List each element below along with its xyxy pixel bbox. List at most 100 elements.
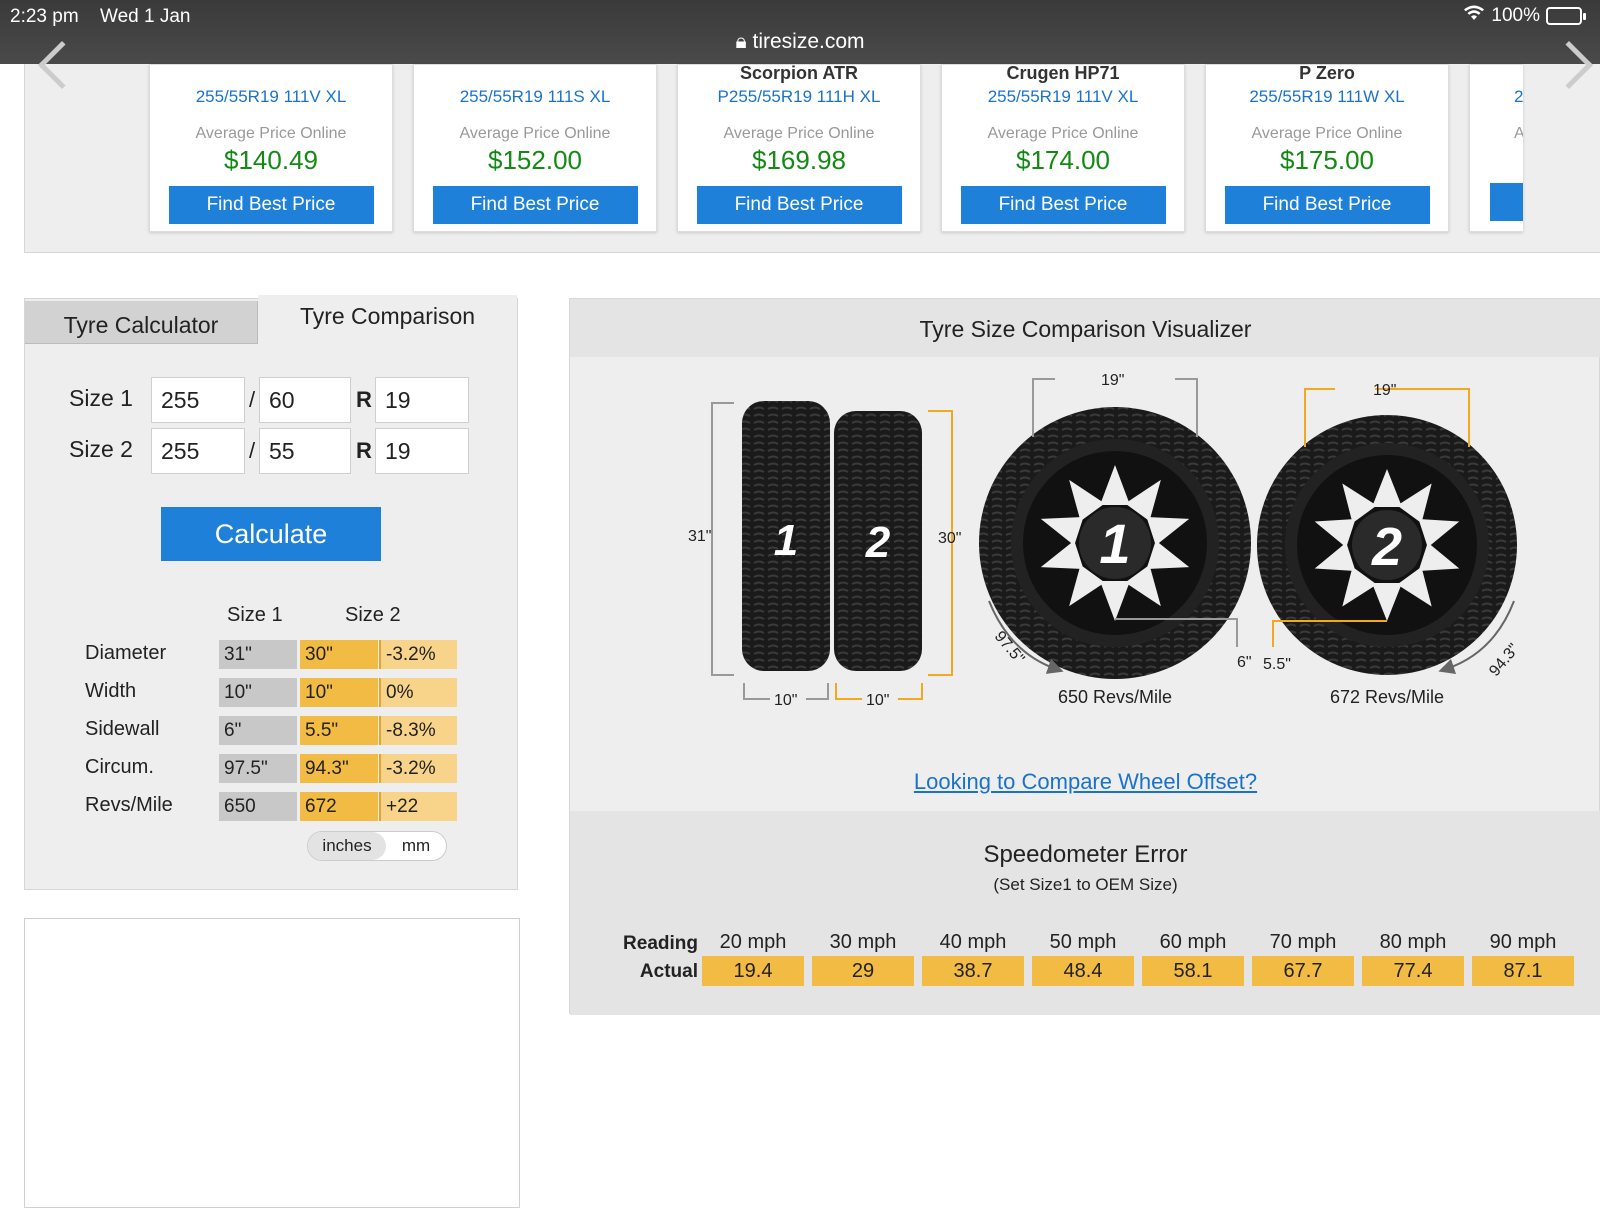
actual-value: 38.7 [922, 956, 1024, 986]
side-label-1: 1 [774, 516, 798, 565]
slash-separator: / [249, 438, 256, 463]
actual-label: Actual [639, 961, 698, 982]
avg-price-label: Average Price Online [459, 125, 611, 142]
tire-size-link[interactable]: 255/55R19 111V XL [987, 87, 1139, 106]
actual-value: 48.4 [1032, 956, 1134, 986]
diameter-size1: 31" [219, 640, 297, 669]
find-best-price-button[interactable]: Find Best Price [432, 186, 638, 224]
address-bar[interactable]: 🔒︎ tiresize.com [0, 30, 1600, 54]
actual-value: 58.1 [1142, 956, 1244, 986]
find-best-price-button[interactable]: Find Best Price [168, 186, 374, 224]
revs-size2: 672 [300, 792, 378, 821]
find-best-price-button[interactable]: Find Best Price [960, 186, 1166, 224]
tire-price: $169.98 [752, 145, 846, 175]
tire-card: P Zero 255/55R19 111W XL Average Price O… [1205, 64, 1449, 232]
wifi-icon [1463, 5, 1485, 27]
tire-price: $175.00 [1280, 145, 1374, 175]
tire-size-link[interactable]: 255/55R19 111S XL [459, 87, 611, 106]
tire-side-profile-1: 1 [742, 401, 830, 671]
battery-icon [1546, 7, 1586, 25]
row-label-sidewall: Sidewall [85, 718, 160, 740]
results-header-size1: Size 1 [227, 604, 283, 626]
reading-value: 50 mph [1049, 931, 1117, 953]
status-date: Wed 1 Jan [100, 6, 191, 27]
size1-aspect-input[interactable]: 60 [259, 377, 351, 423]
speedometer-error-section: Speedometer Error (Set Size1 to OEM Size… [570, 811, 1600, 1015]
tyre-calculator-panel: Tyre Calculator Tyre Comparison Size 1 2… [24, 295, 518, 890]
reading-value: 40 mph [939, 931, 1007, 953]
compare-wheel-offset-link[interactable]: Looking to Compare Wheel Offset? [913, 769, 1258, 794]
circumference-size1: 97.5" [219, 754, 297, 783]
size2-width-input[interactable]: 255 [151, 428, 245, 474]
slash-separator: / [249, 387, 256, 412]
tire-price: $174.00 [1016, 145, 1110, 175]
row-label-diameter: Diameter [85, 642, 167, 664]
actual-value: 19.4 [702, 956, 804, 986]
speedometer-subtitle: (Set Size1 to OEM Size) [993, 875, 1178, 894]
diameter-diff: -3.2% [379, 640, 457, 669]
circumference-size2: 94.3" [300, 754, 378, 783]
avg-price-label: A [1470, 125, 1523, 143]
reading-value: 70 mph [1269, 931, 1337, 953]
battery-status: 100% [1463, 5, 1586, 27]
tire-name: P Zero [1299, 64, 1355, 83]
tire-card: 255/55R19 111S XL Average Price Online $… [413, 64, 657, 232]
tire-size-link[interactable]: 255/55R19 111W XL [1249, 87, 1405, 106]
actual-value: 29 [812, 956, 914, 986]
revs-diff: +22 [379, 792, 457, 821]
lock-icon: 🔒︎ [735, 30, 747, 53]
avg-price-label: Average Price Online [723, 125, 875, 142]
units-toggle[interactable]: inches mm [307, 831, 447, 861]
ad-placeholder [24, 918, 520, 1208]
units-inches-option[interactable]: inches [308, 832, 386, 860]
side-width-1: 10" [774, 692, 797, 709]
width-size1: 10" [219, 678, 297, 707]
rim-label: R [356, 438, 372, 463]
tire-size-link[interactable]: 255/55R19 111V XL [195, 87, 347, 106]
tab-tyre-calculator[interactable]: Tyre Calculator [25, 301, 258, 343]
avg-price-label: Average Price Online [987, 125, 1139, 142]
find-best-price-button-partial[interactable] [1490, 183, 1523, 221]
row-label-revs-per-mile: Revs/Mile [85, 794, 173, 816]
avg-price-label: Average Price Online [195, 125, 347, 142]
reading-value: 30 mph [829, 931, 897, 953]
tire-card: 255/55R19 111V XL Average Price Online $… [149, 64, 393, 232]
reading-value: 80 mph [1379, 931, 1447, 953]
tire-side-profile-2: 2 [834, 411, 922, 671]
tire-name [414, 65, 656, 87]
tire-size-link[interactable]: P255/55R19 111H XL [717, 87, 881, 106]
reading-value: 20 mph [719, 931, 787, 953]
units-mm-option[interactable]: mm [401, 836, 431, 855]
actual-value: 77.4 [1362, 956, 1464, 986]
tab-tyre-comparison[interactable]: Tyre Comparison [258, 295, 517, 343]
wheel1-revs: 650 Revs/Mile [1058, 687, 1172, 707]
circumference-diff: -3.2% [379, 754, 457, 783]
tire-card-partial: 2 A [1469, 64, 1523, 232]
find-best-price-button[interactable]: Find Best Price [1224, 186, 1430, 224]
width-diff: 0% [379, 678, 457, 707]
avg-price-label: Average Price Online [1251, 125, 1403, 142]
width-size2: 10" [300, 678, 378, 707]
tyre-visualizer-panel: Tyre Size Comparison Visualizer 1 2 31" … [569, 298, 1600, 1015]
tire-price: $140.49 [224, 145, 318, 175]
tire-card: Crugen HP71 255/55R19 111V XL Average Pr… [941, 64, 1185, 232]
size1-width-input[interactable]: 255 [151, 377, 245, 423]
diameter-size2: 30" [300, 640, 378, 669]
reading-value: 60 mph [1159, 931, 1227, 953]
wheel2-revs: 672 Revs/Mile [1330, 687, 1444, 707]
wheel1-sidewall: 6" [1237, 654, 1252, 671]
tire-size-link[interactable]: 2 [1514, 87, 1523, 106]
size1-rim-input[interactable]: 19 [375, 377, 469, 423]
size2-rim-input[interactable]: 19 [375, 428, 469, 474]
calculate-button[interactable]: Calculate [161, 507, 381, 561]
tire-carousel: 255/55R19 111V XL Average Price Online $… [24, 40, 1600, 253]
wheel-number-2: 2 [1371, 517, 1402, 577]
size2-aspect-input[interactable]: 55 [259, 428, 351, 474]
tire-card: Scorpion ATR P255/55R19 111H XL Average … [677, 64, 921, 232]
find-best-price-button[interactable]: Find Best Price [696, 186, 902, 224]
results-header-size2: Size 2 [345, 604, 401, 626]
speedometer-title: Speedometer Error [983, 841, 1188, 868]
reading-label: Reading [623, 933, 698, 954]
row-label-width: Width [85, 680, 137, 702]
tire-price: $152.00 [488, 145, 582, 175]
